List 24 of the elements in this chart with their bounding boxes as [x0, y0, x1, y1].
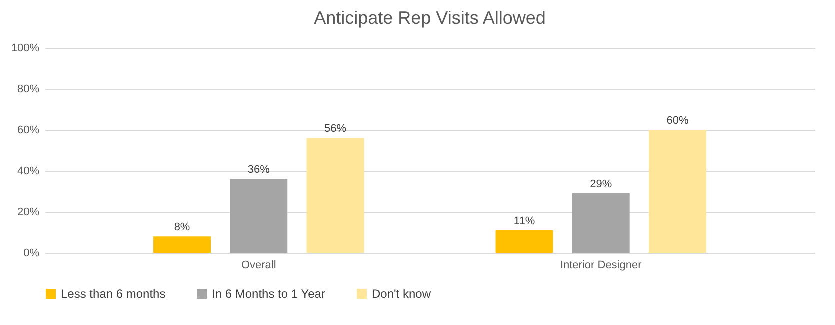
y-tick-label: 40% [17, 166, 40, 178]
data-label: 60% [666, 115, 689, 127]
data-label: 11% [514, 215, 536, 228]
bar [154, 236, 212, 253]
bar [306, 138, 364, 253]
x-tick-label: Overall [241, 260, 276, 272]
bar [496, 230, 554, 253]
data-label: 56% [324, 123, 347, 136]
bar [648, 130, 706, 253]
x-tick-label: Interior Designer [560, 260, 642, 272]
chart-title: Anticipate Rep Visits Allowed [314, 8, 546, 28]
bar [572, 194, 630, 253]
legend-label: Less than 6 months [61, 287, 166, 301]
data-label: 29% [590, 178, 612, 191]
legend-label: Don't know [372, 287, 432, 301]
legend-label: In 6 Months to 1 Year [212, 287, 326, 301]
y-tick-label: 20% [17, 206, 40, 218]
bar [230, 179, 288, 253]
data-label: 36% [248, 164, 270, 176]
y-tick-label: 100% [11, 42, 40, 54]
y-tick-label: 60% [17, 124, 40, 136]
data-label: 8% [174, 222, 190, 234]
y-tick-label: 0% [24, 248, 40, 260]
y-tick-label: 80% [17, 84, 40, 96]
